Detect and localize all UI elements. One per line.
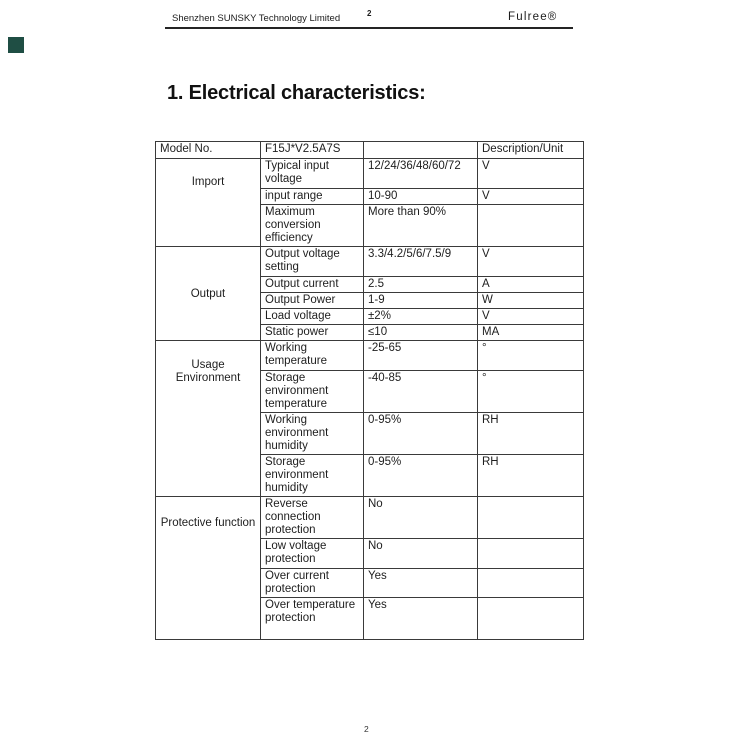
param-cell: Working environment humidity xyxy=(260,412,364,455)
param-cell: Load voltage xyxy=(260,308,364,325)
param-cell: Low voltage protection xyxy=(260,538,364,569)
table-row: Import Typical input voltage 12/24/36/48… xyxy=(155,158,584,247)
group-cell-usage-environment: Usage Environment xyxy=(155,340,261,497)
param-cell: input range xyxy=(260,188,364,205)
header-cell-description-unit: Description/Unit xyxy=(477,141,584,159)
value-cell: 0-95% xyxy=(363,454,478,497)
unit-cell xyxy=(477,204,584,247)
table-row: Usage Environment Working temperature -2… xyxy=(155,340,584,497)
unit-cell: V xyxy=(477,158,584,189)
param-cell: Static power xyxy=(260,324,364,341)
header-company-name: Shenzhen SUNSKY Technology Limited xyxy=(172,13,341,24)
value-cell: 1-9 xyxy=(363,292,478,309)
corner-accent-square xyxy=(8,37,24,53)
unit-cell xyxy=(477,496,584,539)
table-row: Output Output voltage setting 3.3/4.2/5/… xyxy=(155,246,584,341)
param-cell: Over temperature protection xyxy=(260,597,364,640)
value-cell: 12/24/36/48/60/72 xyxy=(363,158,478,189)
header-cell-model-no: Model No. xyxy=(155,141,261,159)
header-divider xyxy=(165,27,573,29)
table-header-row: Model No. F15J*V2.5A7S Description/Unit xyxy=(155,141,584,159)
param-cell: Output Power xyxy=(260,292,364,309)
param-cell: Output voltage setting xyxy=(260,246,364,277)
value-cell: No xyxy=(363,538,478,569)
unit-cell xyxy=(477,538,584,569)
param-cell: Reverse connection protection xyxy=(260,496,364,539)
header-cell-model-value: F15J*V2.5A7S xyxy=(260,141,364,159)
unit-cell: V xyxy=(477,308,584,325)
unit-cell: A xyxy=(477,276,584,293)
table-row: Protective function Reverse connection p… xyxy=(155,496,584,640)
table-row: Storage environment temperature -40-85 ° xyxy=(156,370,584,413)
unit-cell: RH xyxy=(477,454,584,497)
param-cell: Storage environment temperature xyxy=(260,370,364,413)
unit-cell: MA xyxy=(477,324,584,341)
value-cell: More than 90% xyxy=(363,204,478,247)
unit-cell: V xyxy=(477,188,584,205)
value-cell: -25-65 xyxy=(363,340,478,371)
unit-cell: RH xyxy=(477,412,584,455)
page-title: 1. Electrical characteristics: xyxy=(167,82,426,104)
unit-cell: ° xyxy=(477,340,584,371)
value-cell: ≤10 xyxy=(363,324,478,341)
table-row: Over current protection Yes xyxy=(156,568,584,598)
unit-cell: ° xyxy=(477,370,584,413)
value-cell: 2.5 xyxy=(363,276,478,293)
param-cell: Maximum conversion efficiency xyxy=(260,204,364,247)
value-cell: Yes xyxy=(363,568,478,598)
table-row: Working environment humidity 0-95% RH xyxy=(156,412,584,455)
table-row: Storage environment humidity 0-95% RH xyxy=(156,454,584,497)
value-cell: ±2% xyxy=(363,308,478,325)
unit-cell xyxy=(477,568,584,598)
unit-cell: W xyxy=(477,292,584,309)
table-row: Static power ≤10 MA xyxy=(156,324,584,341)
unit-cell xyxy=(477,597,584,640)
unit-cell: V xyxy=(477,246,584,277)
value-cell: -40-85 xyxy=(363,370,478,413)
header-superscript: 2 xyxy=(367,9,372,18)
value-cell: No xyxy=(363,496,478,539)
param-cell: Typical input voltage xyxy=(260,158,364,189)
value-cell: 10-90 xyxy=(363,188,478,205)
table-row: Load voltage ±2% V xyxy=(156,308,584,325)
header-brand-logo: Fulree® xyxy=(508,11,558,23)
group-cell-import: Import xyxy=(155,158,261,247)
header-cell-empty xyxy=(363,141,478,159)
footer-page-number: 2 xyxy=(364,724,369,734)
value-cell: 3.3/4.2/5/6/7.5/9 xyxy=(363,246,478,277)
value-cell: Yes xyxy=(363,597,478,640)
param-cell: Storage environment humidity xyxy=(260,454,364,497)
param-cell: Over current protection xyxy=(260,568,364,598)
table-row: Over temperature protection Yes xyxy=(156,597,584,640)
group-cell-protective-function: Protective function xyxy=(155,496,261,640)
value-cell: 0-95% xyxy=(363,412,478,455)
param-cell: Working temperature xyxy=(260,340,364,371)
group-cell-output: Output xyxy=(155,246,261,341)
electrical-characteristics-table: Model No. F15J*V2.5A7S Description/Unit … xyxy=(155,141,584,640)
param-cell: Output current xyxy=(260,276,364,293)
